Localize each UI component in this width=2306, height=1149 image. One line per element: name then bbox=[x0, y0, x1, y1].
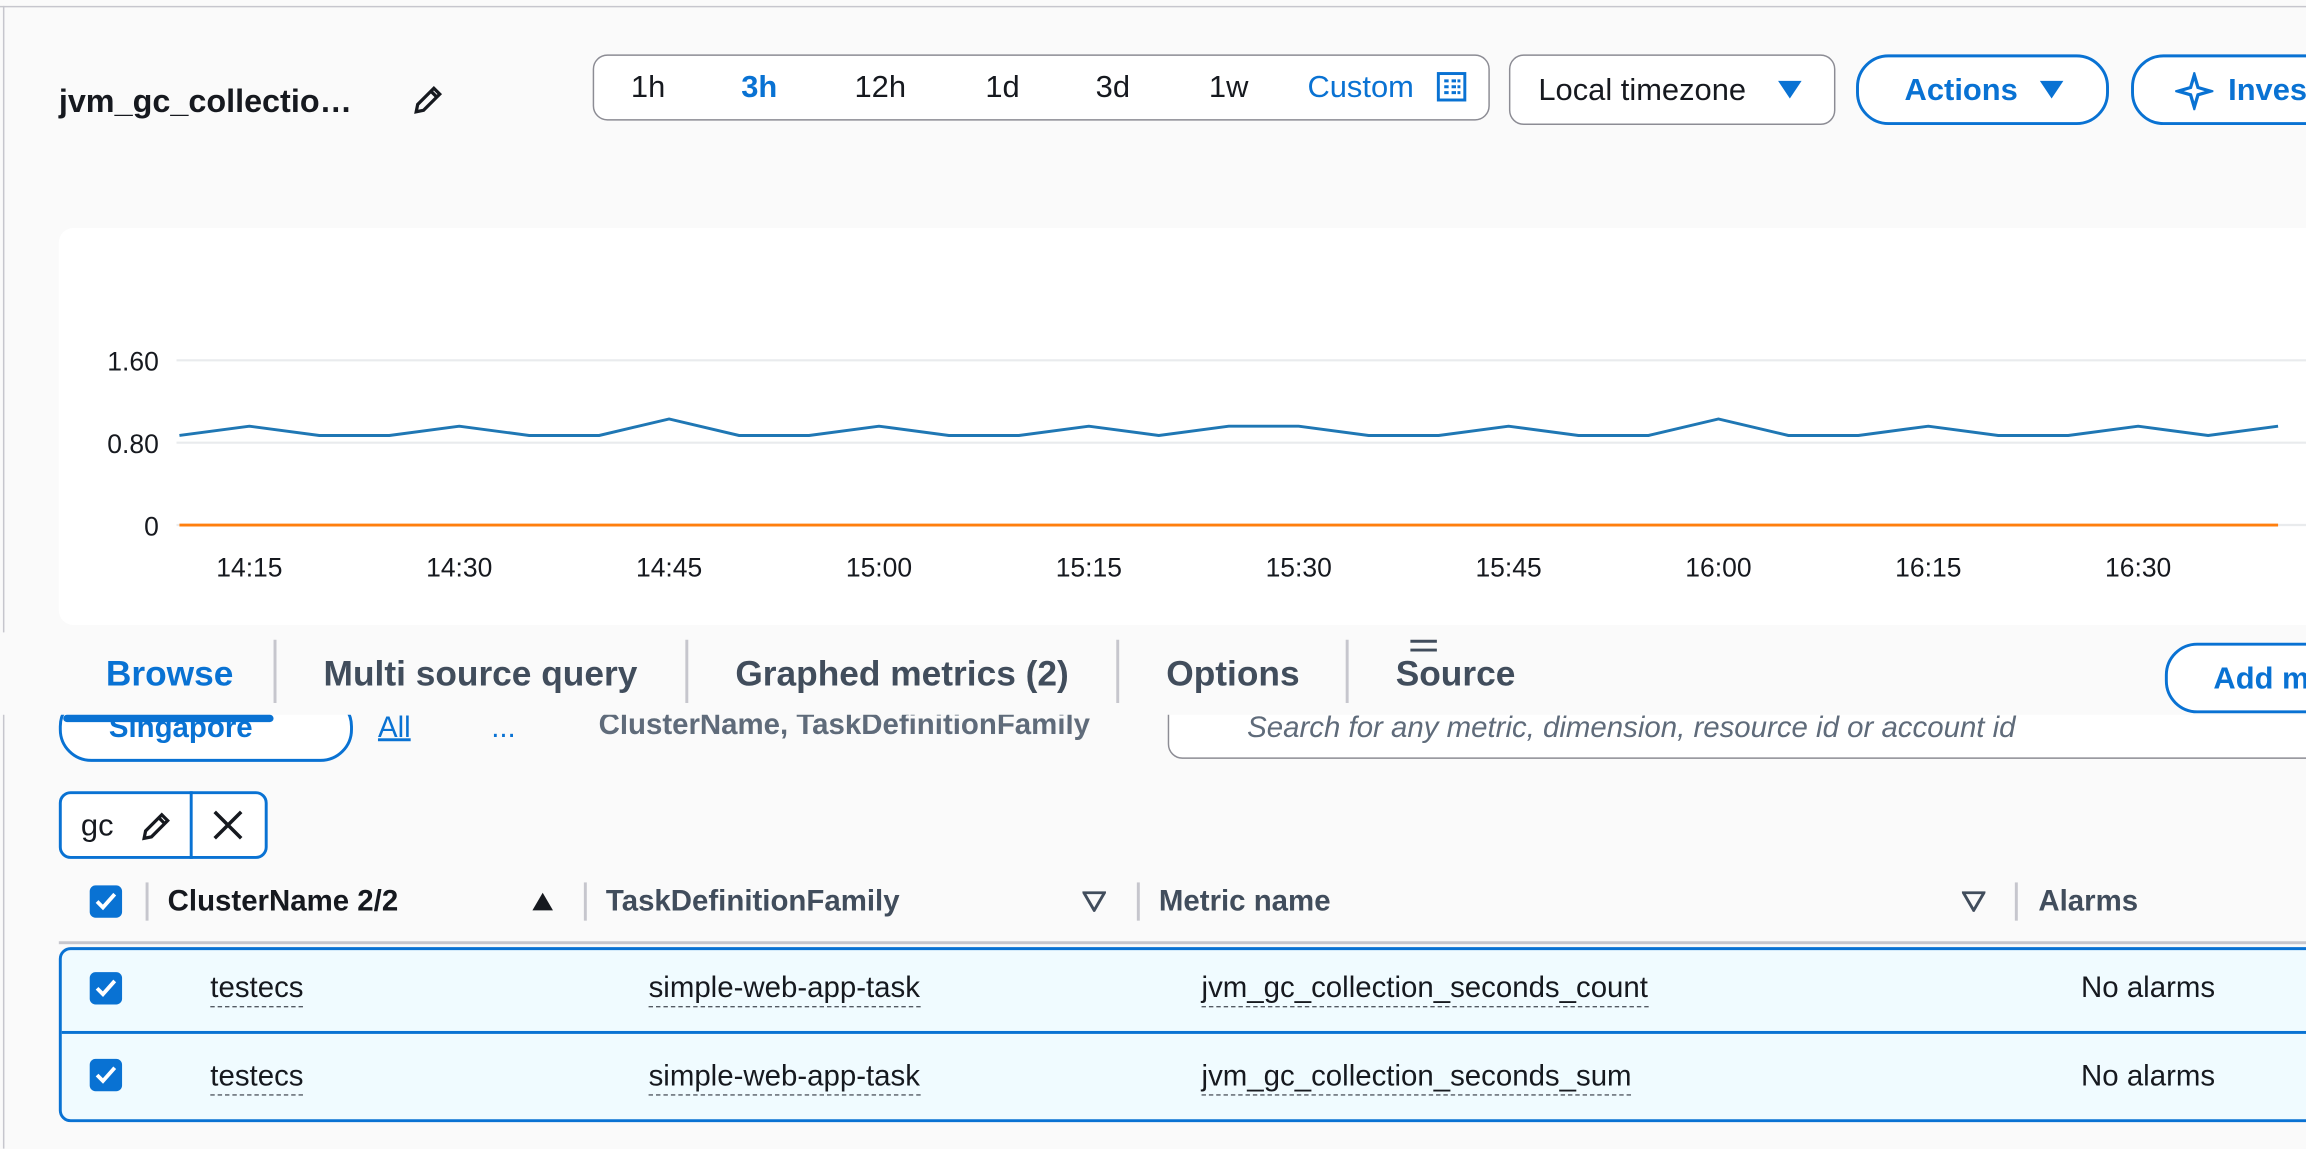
cluster-cell[interactable]: testecs bbox=[210, 971, 304, 1008]
header-divider bbox=[58, 941, 2306, 945]
add-metric-button[interactable] bbox=[2164, 642, 2306, 714]
actions-label: Actions bbox=[1904, 73, 2018, 108]
tab-separator bbox=[1116, 639, 1120, 703]
edit-filter-icon[interactable] bbox=[138, 809, 173, 844]
x-tick-label: 16:30 bbox=[2105, 553, 2171, 583]
sort-icon[interactable] bbox=[1082, 891, 1106, 912]
dropdown-arrow bbox=[2039, 80, 2064, 99]
tab-separator bbox=[1345, 639, 1349, 703]
y-tick-label: 1.60 bbox=[107, 347, 159, 377]
tab-separator bbox=[273, 639, 277, 703]
time-range-control bbox=[592, 54, 1490, 121]
time-range-button[interactable]: 3d bbox=[1095, 70, 1131, 105]
timezone-label: Local timezone bbox=[1538, 73, 1747, 108]
sparkle-icon bbox=[2175, 72, 2214, 111]
investigate-label: Inves bbox=[2228, 73, 2306, 108]
column-separator bbox=[145, 882, 149, 921]
sort-icon[interactable] bbox=[1961, 891, 1986, 912]
drag-handle bbox=[1410, 639, 1437, 652]
x-tick-label: 16:00 bbox=[1685, 553, 1751, 583]
selected-rows bbox=[58, 947, 2306, 1123]
data-line bbox=[179, 417, 2279, 437]
filter-text: gc bbox=[80, 808, 114, 843]
remove-filter-icon[interactable] bbox=[210, 807, 245, 842]
tab[interactable]: Multi source query bbox=[323, 654, 638, 695]
dropdown-arrow bbox=[1778, 80, 1802, 99]
column-header[interactable]: ClusterName 2/2 bbox=[167, 885, 399, 918]
column-header[interactable]: Metric name bbox=[1158, 885, 1331, 918]
task-family-cell[interactable]: simple-web-app-task bbox=[648, 1059, 920, 1096]
line-chart: 0 0.80 1.60 14:15 14:30 14:45 15:00 15:15 15:30 1… bbox=[107, 347, 2306, 583]
column-separator bbox=[2014, 882, 2018, 921]
breadcrumb-link[interactable]: All bbox=[377, 711, 411, 745]
search-placeholder: Search for any metric, dimension, resour… bbox=[1247, 711, 2016, 745]
metric-name-cell[interactable]: jvm_gc_collection_seconds_sum bbox=[1201, 1059, 1632, 1096]
add-metric-label: Add m bbox=[2213, 661, 2306, 696]
metric-name-cell[interactable]: jvm_gc_collection_seconds_count bbox=[1201, 971, 1648, 1008]
custom-range-button[interactable]: Custom bbox=[1307, 70, 1414, 105]
browse-row: Singapore All ... ClusterName, TaskDefin… bbox=[0, 708, 2306, 768]
task-family-cell[interactable]: simple-web-app-task bbox=[648, 971, 920, 1008]
breadcrumb-link[interactable]: ... bbox=[491, 711, 516, 745]
x-tick-label: 14:15 bbox=[216, 553, 282, 583]
tab[interactable]: Browse bbox=[105, 654, 234, 695]
time-range-button[interactable]: 1d bbox=[985, 70, 1020, 105]
tab[interactable]: Source bbox=[1395, 654, 1516, 695]
tab-bar bbox=[0, 632, 2306, 715]
column-separator bbox=[1136, 882, 1140, 921]
time-range-button[interactable]: 1w bbox=[1208, 70, 1249, 105]
left-border bbox=[2, 5, 5, 1149]
filter-divider bbox=[189, 791, 193, 859]
alarms-cell: No alarms bbox=[2081, 1060, 2216, 1093]
select-all-checkbox[interactable] bbox=[88, 884, 123, 919]
time-range-button[interactable]: 12h bbox=[854, 70, 907, 105]
search-input[interactable] bbox=[1167, 708, 2306, 759]
tab-separator bbox=[685, 639, 689, 703]
top-border bbox=[0, 5, 2306, 8]
sort-ascending-icon[interactable] bbox=[531, 891, 555, 912]
x-tick-label: 15:45 bbox=[1475, 553, 1541, 583]
actions-button[interactable] bbox=[1856, 54, 2109, 126]
column-header[interactable]: Alarms bbox=[2038, 885, 2139, 918]
x-tick-label: 15:15 bbox=[1056, 553, 1122, 583]
row-checkbox[interactable] bbox=[88, 971, 123, 1006]
edit-icon[interactable] bbox=[410, 82, 445, 117]
x-tick-label: 15:30 bbox=[1266, 553, 1332, 583]
time-range-button[interactable]: 3h bbox=[741, 70, 778, 105]
column-separator bbox=[583, 882, 587, 921]
investigate-button[interactable] bbox=[2131, 54, 2306, 126]
column-header[interactable]: TaskDefinitionFamily bbox=[605, 885, 900, 918]
y-tick-label: 0.80 bbox=[107, 429, 159, 459]
x-tick-label: 14:30 bbox=[426, 553, 492, 583]
x-tick-label: 16:15 bbox=[1895, 553, 1961, 583]
time-range-button[interactable]: 1h bbox=[630, 70, 666, 105]
alarms-cell: No alarms bbox=[2081, 972, 2216, 1005]
x-tick-label: 15:00 bbox=[846, 553, 912, 583]
row-divider bbox=[61, 1030, 2306, 1034]
tab[interactable]: Graphed metrics (2) bbox=[735, 654, 1069, 695]
timezone-select[interactable] bbox=[1508, 54, 1836, 126]
cluster-cell[interactable]: testecs bbox=[210, 1059, 304, 1096]
calendar-icon bbox=[1436, 72, 1467, 102]
row-checkbox[interactable] bbox=[88, 1057, 123, 1092]
metric-title: jvm_gc_collectio… bbox=[58, 82, 352, 120]
x-tick-label: 14:45 bbox=[636, 553, 702, 583]
y-tick-label: 0 bbox=[144, 511, 159, 541]
tab[interactable]: Options bbox=[1166, 654, 1300, 695]
active-tab-indicator bbox=[63, 714, 274, 723]
